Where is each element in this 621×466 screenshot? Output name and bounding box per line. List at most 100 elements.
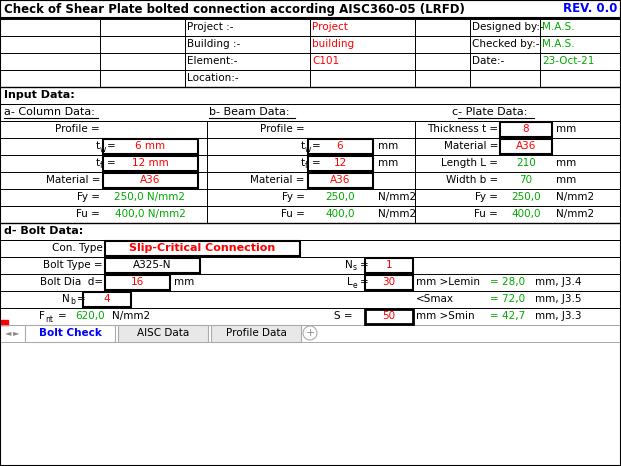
Text: Thickness t =: Thickness t = bbox=[427, 124, 498, 134]
Text: Project :-: Project :- bbox=[187, 22, 233, 32]
Text: 250,0 N/mm2: 250,0 N/mm2 bbox=[114, 192, 186, 202]
Text: mm, J3.5: mm, J3.5 bbox=[535, 294, 581, 304]
Text: t: t bbox=[96, 158, 100, 168]
Text: 250,0: 250,0 bbox=[511, 192, 541, 202]
Text: M.A.S.: M.A.S. bbox=[542, 39, 574, 49]
Text: 1: 1 bbox=[386, 260, 392, 270]
Text: Bolt Check: Bolt Check bbox=[39, 328, 101, 338]
Text: mm: mm bbox=[556, 158, 576, 168]
Text: = 28,0: = 28,0 bbox=[490, 277, 525, 287]
Text: 6: 6 bbox=[337, 141, 343, 151]
Text: N/mm2: N/mm2 bbox=[556, 209, 594, 219]
Bar bbox=[25, 324, 115, 342]
Text: 50: 50 bbox=[383, 311, 396, 321]
Text: 400,0 N/mm2: 400,0 N/mm2 bbox=[114, 209, 186, 219]
Text: Material =: Material = bbox=[45, 175, 100, 185]
Text: 16: 16 bbox=[130, 277, 143, 287]
Text: = 42,7: = 42,7 bbox=[490, 311, 525, 321]
Text: Check of Shear Plate bolted connection according AISC360-05 (LRFD): Check of Shear Plate bolted connection a… bbox=[4, 2, 465, 15]
Bar bbox=[118, 324, 208, 342]
Text: f: f bbox=[100, 162, 102, 171]
Text: Designed by:-: Designed by:- bbox=[472, 22, 544, 32]
Text: Profile =: Profile = bbox=[55, 124, 100, 134]
Text: =: = bbox=[312, 141, 321, 151]
Bar bbox=[83, 292, 131, 307]
Text: s: s bbox=[353, 263, 357, 273]
Text: F: F bbox=[39, 311, 45, 321]
Text: N: N bbox=[62, 294, 70, 304]
Text: mm: mm bbox=[174, 277, 194, 287]
Text: Bolt Type =: Bolt Type = bbox=[43, 260, 103, 270]
Text: Material =: Material = bbox=[250, 175, 305, 185]
Text: A325-N: A325-N bbox=[133, 260, 171, 270]
Text: f: f bbox=[305, 162, 308, 171]
Text: Checked by:-: Checked by:- bbox=[472, 39, 540, 49]
Text: Element:-: Element:- bbox=[187, 56, 237, 66]
Text: REV. 0.0: REV. 0.0 bbox=[563, 2, 617, 15]
Text: 70: 70 bbox=[519, 175, 533, 185]
Text: mm: mm bbox=[556, 175, 576, 185]
Text: =: = bbox=[360, 277, 369, 287]
Text: w: w bbox=[100, 144, 106, 153]
Text: Building :-: Building :- bbox=[187, 39, 240, 49]
Text: L: L bbox=[347, 277, 353, 287]
Bar bbox=[103, 156, 198, 171]
Text: 12: 12 bbox=[333, 158, 347, 168]
Text: mm >Lemin: mm >Lemin bbox=[416, 277, 480, 287]
Text: mm >Smin: mm >Smin bbox=[416, 311, 474, 321]
Text: Project: Project bbox=[312, 22, 348, 32]
Text: b- Beam Data:: b- Beam Data: bbox=[209, 107, 289, 117]
Text: =: = bbox=[107, 158, 116, 168]
Text: 4: 4 bbox=[104, 294, 111, 304]
Text: mm: mm bbox=[556, 124, 576, 134]
Text: M.A.S.: M.A.S. bbox=[542, 22, 574, 32]
Bar bbox=[105, 258, 200, 273]
Text: ◄: ◄ bbox=[5, 329, 12, 337]
Text: C101: C101 bbox=[312, 56, 339, 66]
Text: =: = bbox=[58, 311, 66, 321]
Text: Location:-: Location:- bbox=[187, 73, 238, 83]
Text: mm, J3.4: mm, J3.4 bbox=[535, 277, 581, 287]
Text: d- Bolt Data:: d- Bolt Data: bbox=[4, 226, 83, 236]
Text: Con. Type: Con. Type bbox=[52, 243, 103, 253]
Text: =: = bbox=[77, 294, 86, 304]
Text: <Smax: <Smax bbox=[416, 294, 454, 304]
Text: 8: 8 bbox=[523, 124, 529, 134]
Text: Slip-Critical Connection: Slip-Critical Connection bbox=[129, 243, 275, 253]
Text: AISC Data: AISC Data bbox=[137, 328, 189, 338]
Text: =: = bbox=[360, 260, 369, 270]
Text: e: e bbox=[353, 281, 358, 289]
Text: w: w bbox=[305, 144, 311, 153]
Bar bbox=[308, 138, 373, 153]
Text: Input Data:: Input Data: bbox=[4, 90, 75, 100]
Text: Fy =: Fy = bbox=[475, 192, 498, 202]
Text: Profile Data: Profile Data bbox=[225, 328, 286, 338]
Bar bbox=[365, 258, 413, 273]
Text: a- Column Data:: a- Column Data: bbox=[4, 107, 95, 117]
Text: 400,0: 400,0 bbox=[325, 209, 355, 219]
Text: S =: S = bbox=[334, 311, 353, 321]
Text: A36: A36 bbox=[140, 175, 160, 185]
Text: N/mm2: N/mm2 bbox=[112, 311, 150, 321]
Text: 250,0: 250,0 bbox=[325, 192, 355, 202]
Text: t: t bbox=[301, 158, 305, 168]
Text: +: + bbox=[306, 328, 315, 338]
Bar bbox=[105, 274, 170, 289]
Bar bbox=[103, 138, 198, 153]
Text: c- Plate Data:: c- Plate Data: bbox=[452, 107, 528, 117]
Text: Width b =: Width b = bbox=[446, 175, 498, 185]
Text: nt: nt bbox=[45, 315, 53, 323]
Text: Fy =: Fy = bbox=[77, 192, 100, 202]
Text: = 72,0: = 72,0 bbox=[490, 294, 525, 304]
Text: Fu =: Fu = bbox=[76, 209, 100, 219]
Bar bbox=[365, 308, 413, 323]
Bar bbox=[308, 156, 373, 171]
Text: Length L =: Length L = bbox=[441, 158, 498, 168]
Text: building: building bbox=[312, 39, 354, 49]
Bar bbox=[365, 274, 413, 289]
Text: N/mm2: N/mm2 bbox=[556, 192, 594, 202]
Bar bbox=[500, 122, 552, 137]
Text: =: = bbox=[107, 141, 116, 151]
Text: Profile =: Profile = bbox=[260, 124, 305, 134]
Text: N: N bbox=[345, 260, 353, 270]
